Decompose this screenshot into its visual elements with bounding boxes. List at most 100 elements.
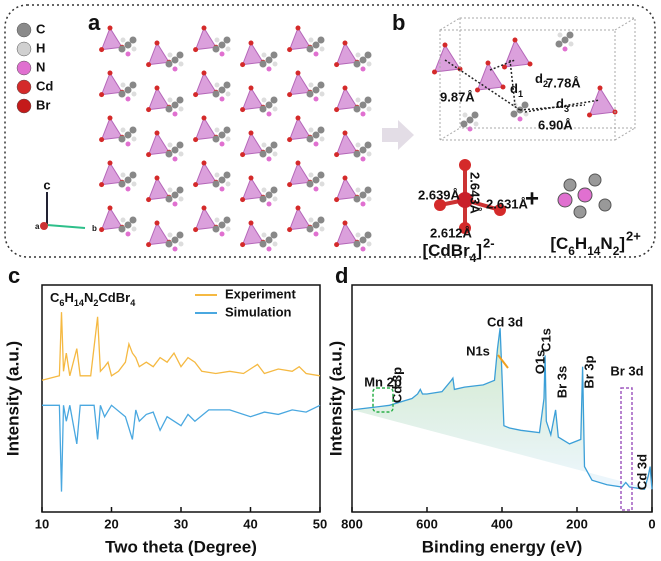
br-atom bbox=[107, 115, 113, 121]
molecule-atom bbox=[312, 86, 320, 94]
tetrahedron bbox=[194, 26, 217, 51]
tetrahedron bbox=[588, 86, 616, 116]
molecule-atom bbox=[360, 156, 366, 162]
molecule-atom bbox=[120, 82, 126, 88]
molecule-atom bbox=[259, 105, 267, 113]
tetrahedron bbox=[241, 41, 264, 66]
molecule-atom bbox=[312, 221, 320, 229]
molecule-atom bbox=[306, 225, 314, 233]
br-atom bbox=[99, 227, 105, 233]
molecule-atom bbox=[124, 131, 132, 139]
molecule-atom bbox=[178, 61, 184, 67]
tetrahedron bbox=[335, 86, 358, 111]
peak-label: O1s bbox=[532, 350, 547, 375]
molecule-atom bbox=[214, 37, 220, 43]
molecule-atom bbox=[364, 231, 372, 239]
panel-label: b bbox=[392, 10, 405, 35]
axis-label: b bbox=[92, 224, 97, 233]
molecule-atom bbox=[313, 96, 319, 102]
axis-arrow bbox=[46, 224, 86, 229]
br-atom bbox=[457, 66, 463, 72]
br-atom bbox=[587, 112, 592, 118]
molecule-atom bbox=[598, 198, 612, 212]
br-atom bbox=[240, 62, 246, 68]
molecule-atom bbox=[124, 86, 132, 94]
tetrahedron bbox=[476, 61, 504, 91]
br-atom bbox=[99, 182, 105, 188]
molecule-atom bbox=[129, 171, 137, 179]
br-atom bbox=[99, 92, 105, 98]
length-label: 9.87Å bbox=[440, 89, 475, 104]
molecule-atom bbox=[272, 151, 278, 157]
br-atom bbox=[287, 227, 293, 233]
molecule-atom bbox=[360, 201, 366, 207]
molecule-atom bbox=[266, 111, 272, 117]
br-atom bbox=[295, 115, 301, 121]
molecule-atom bbox=[259, 150, 267, 158]
molecule-atom bbox=[178, 151, 184, 157]
tetrahedron bbox=[288, 26, 311, 51]
molecule-atom bbox=[366, 196, 372, 202]
molecule-atom bbox=[359, 191, 367, 199]
molecule-atom bbox=[259, 240, 267, 248]
br-atom bbox=[154, 40, 160, 46]
molecule-atom bbox=[223, 216, 231, 224]
br-atom bbox=[240, 242, 246, 248]
molecule-atom bbox=[212, 45, 220, 53]
anion-charge: 2- bbox=[483, 235, 495, 250]
panel-label: d bbox=[335, 263, 348, 288]
molecule-atom bbox=[125, 96, 131, 102]
molecule-atom bbox=[360, 246, 366, 252]
molecule-atom bbox=[471, 111, 479, 119]
legend-label: C bbox=[36, 21, 46, 36]
molecule-atom bbox=[355, 52, 361, 58]
x-tick-label: 200 bbox=[566, 516, 588, 531]
arrow bbox=[382, 120, 414, 150]
legend-label: Simulation bbox=[225, 304, 292, 319]
br-atom bbox=[334, 152, 340, 158]
molecule-atom bbox=[129, 126, 137, 134]
molecule-atom bbox=[306, 180, 314, 188]
br-atom bbox=[248, 220, 254, 226]
molecule-atom bbox=[270, 186, 278, 194]
molecule-atom bbox=[355, 232, 361, 238]
br-atom bbox=[146, 152, 152, 158]
br-atom bbox=[295, 70, 301, 76]
molecule-atom bbox=[308, 37, 314, 43]
br-atom bbox=[107, 205, 113, 211]
distance-label: d2 bbox=[535, 71, 548, 89]
tetrahedron bbox=[194, 116, 217, 141]
panel-frame bbox=[4, 4, 656, 258]
legend-label: Cd bbox=[36, 78, 53, 93]
molecule-atom bbox=[219, 186, 225, 192]
br-atom bbox=[201, 160, 207, 166]
molecule-atom bbox=[265, 101, 273, 109]
legend-atom bbox=[16, 98, 32, 114]
peak-label: Br 3d bbox=[610, 363, 643, 378]
molecule-atom bbox=[167, 187, 173, 193]
molecule-atom bbox=[171, 191, 179, 199]
x-axis-title: Two theta (Degree) bbox=[105, 537, 257, 556]
br-atom bbox=[295, 160, 301, 166]
br-atom bbox=[334, 242, 340, 248]
bond-label: 2.631Å bbox=[486, 196, 529, 211]
tetrahedron bbox=[241, 131, 264, 156]
molecule-atom bbox=[308, 127, 314, 133]
tetrahedron bbox=[100, 71, 123, 96]
molecule-atom bbox=[319, 46, 325, 52]
molecule-atom bbox=[118, 90, 126, 98]
cation-charge: 2+ bbox=[626, 228, 641, 243]
molecule-atom bbox=[214, 127, 220, 133]
molecule-atom bbox=[120, 217, 126, 223]
molecule-atom bbox=[225, 46, 231, 52]
molecule-atom bbox=[317, 216, 325, 224]
molecule-atom bbox=[176, 141, 184, 149]
bond-label: 2.643Å bbox=[468, 172, 483, 215]
molecule-atom bbox=[125, 51, 131, 57]
distance-label: d1 bbox=[510, 81, 523, 99]
length-label: 6.90Å bbox=[538, 117, 573, 132]
molecule-atom bbox=[319, 91, 325, 97]
peak-label: Br 3p bbox=[581, 355, 596, 388]
molecule-atom bbox=[214, 217, 220, 223]
molecule-atom bbox=[353, 150, 361, 158]
